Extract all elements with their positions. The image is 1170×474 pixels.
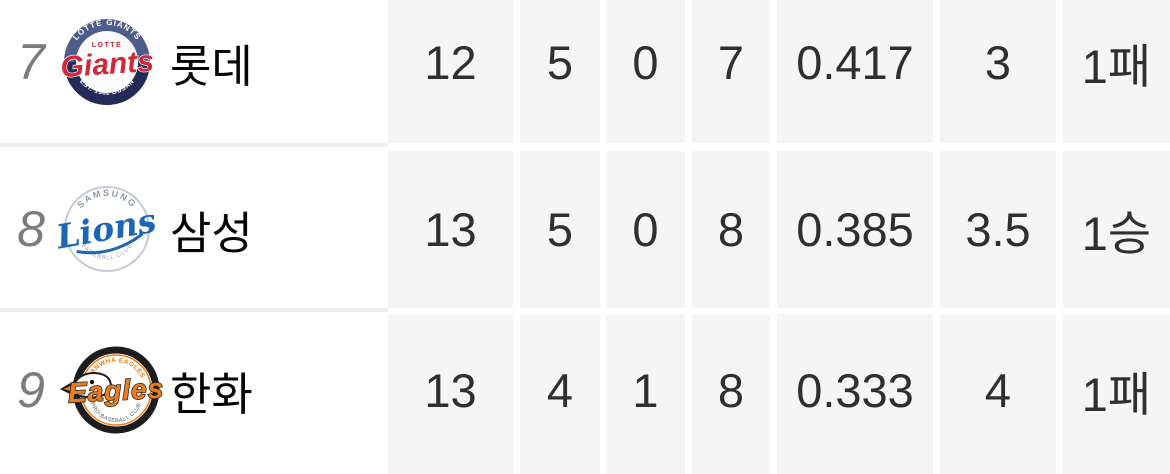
stat-cell-streak: 1패 — [1063, 0, 1170, 143]
rank-number: 7 — [17, 34, 45, 90]
stat-cell-games: 13 — [388, 151, 513, 308]
stat-cell-wins: 4 — [520, 314, 600, 474]
team-link[interactable]: 9 HANWHA EAGLES PRO-BASEBALL CLUB — [0, 312, 388, 474]
stat-cell-wins: 5 — [520, 151, 600, 308]
stat-cell-draws: 0 — [606, 0, 685, 143]
standings-row: 8 SAMSUNG BASEBALL CLUB Lions — [0, 147, 1170, 312]
stat-cell-losses: 8 — [692, 314, 770, 474]
stat-cell-games-behind: 3 — [940, 0, 1056, 143]
stat-cell-games: 12 — [388, 0, 513, 143]
svg-text:Eagles: Eagles — [67, 373, 165, 409]
row-separator — [0, 308, 388, 312]
stat-cell-win-rate: 0.417 — [777, 0, 933, 143]
stat-cells: 12 5 0 7 0.417 3 1패 — [388, 0, 1170, 147]
hanwha-eagles-logo-icon: HANWHA EAGLES PRO-BASEBALL CLUB Eagles — [59, 344, 166, 436]
standings-row: 9 HANWHA EAGLES PRO-BASEBALL CLUB — [0, 312, 1170, 474]
stat-cell-win-rate: 0.385 — [777, 151, 933, 308]
rank-number: 9 — [17, 362, 45, 418]
stat-cell-games: 13 — [388, 314, 513, 474]
stat-cell-draws: 1 — [606, 314, 685, 474]
row-separator — [0, 143, 388, 147]
stat-cell-losses: 8 — [692, 151, 770, 308]
svg-text:LOTTE: LOTTE — [92, 42, 122, 49]
team-name: 롯데 — [170, 40, 253, 92]
lotte-giants-logo-icon: LOTTE GIANTS EST. 1982 BUSAN LOTTE Giant… — [59, 16, 156, 108]
stat-cells: 13 4 1 8 0.333 4 1패 — [388, 312, 1170, 474]
team-link[interactable]: 7 LOTTE GIANTS EST. 1982 BUSAN — [0, 0, 388, 147]
samsung-lions-logo-icon: SAMSUNG BASEBALL CLUB Lions — [52, 183, 159, 275]
stat-cell-draws: 0 — [606, 151, 685, 308]
team-link[interactable]: 8 SAMSUNG BASEBALL CLUB Lions — [0, 147, 388, 312]
standings-row: 7 LOTTE GIANTS EST. 1982 BUSAN — [0, 0, 1170, 147]
stat-cell-streak: 1패 — [1063, 314, 1170, 474]
stat-cell-streak: 1승 — [1063, 151, 1170, 308]
stat-cell-games-behind: 4 — [940, 314, 1056, 474]
stat-cell-games-behind: 3.5 — [940, 151, 1056, 308]
stat-cells: 13 5 0 8 0.385 3.5 1승 — [388, 147, 1170, 312]
team-name: 한화 — [170, 368, 253, 420]
stat-cell-losses: 7 — [692, 0, 770, 143]
team-name: 삼성 — [170, 207, 253, 259]
stat-cell-wins: 5 — [520, 0, 600, 143]
rank-number: 8 — [17, 201, 45, 257]
svg-text:Giants: Giants — [59, 45, 154, 84]
stat-cell-win-rate: 0.333 — [777, 314, 933, 474]
